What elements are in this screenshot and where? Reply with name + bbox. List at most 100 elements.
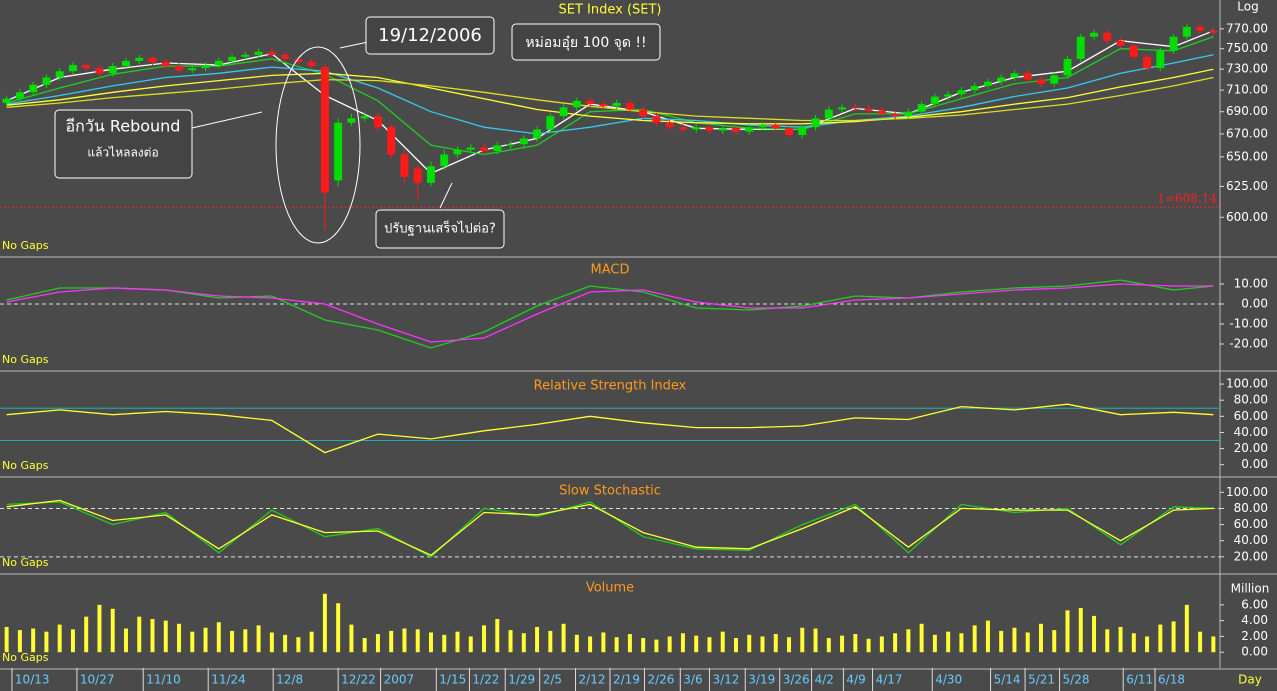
volume-bar xyxy=(813,628,818,653)
volume-bar xyxy=(203,627,208,653)
volume-bar xyxy=(680,633,685,653)
y-tick-label: 650.00 xyxy=(1226,149,1268,163)
volume-bar xyxy=(999,630,1004,653)
y-tick-label: 670.00 xyxy=(1226,126,1268,140)
volume-bar xyxy=(375,634,380,653)
y-tick-label: 6.00 xyxy=(1241,597,1268,611)
annotation-box xyxy=(375,209,505,249)
volume-bar xyxy=(733,638,738,653)
volume-bar xyxy=(707,637,712,653)
volume-bar xyxy=(31,628,36,653)
volume-bar xyxy=(1012,627,1017,653)
y-tick-label: 80.00 xyxy=(1234,501,1268,515)
annotation-box xyxy=(511,23,661,61)
volume-bar xyxy=(97,604,102,653)
candle-body xyxy=(519,138,528,145)
volume-bar xyxy=(230,630,235,653)
volume-bar xyxy=(349,624,354,653)
x-tick-label: 5/28 xyxy=(1063,673,1090,687)
candle-body xyxy=(692,127,701,130)
volume-bar xyxy=(521,633,526,653)
y-tick-label: 770.00 xyxy=(1226,21,1268,35)
volume-bar xyxy=(800,627,805,653)
volume-bar xyxy=(1198,631,1203,653)
volume-bar xyxy=(853,634,858,653)
volume-bar xyxy=(150,619,155,653)
volume-bar xyxy=(442,634,447,653)
panel-title: Volume xyxy=(586,581,634,596)
y-tick-label: 100.00 xyxy=(1226,377,1268,391)
candle-body xyxy=(639,109,648,117)
annotation: 19/12/2006 xyxy=(378,25,482,46)
volume-bar xyxy=(694,635,699,653)
annotation-box xyxy=(365,16,495,55)
candle-body xyxy=(1156,50,1165,69)
candle-body xyxy=(877,110,886,114)
candle-body xyxy=(811,118,820,128)
candle-body xyxy=(506,144,515,146)
candle-body xyxy=(625,103,634,110)
panel-note: No Gaps xyxy=(2,353,49,366)
y-tick-label: 730.00 xyxy=(1226,62,1268,76)
candle-body xyxy=(785,128,793,136)
x-tick-label: 5/21 xyxy=(1028,673,1055,687)
candle-body xyxy=(161,61,170,67)
y-tick-label: 750.00 xyxy=(1226,41,1268,55)
volume-bar xyxy=(415,629,420,653)
volume-bar xyxy=(893,633,898,653)
candle-body xyxy=(334,122,343,181)
volume-bar xyxy=(4,626,9,653)
candle-body xyxy=(493,145,502,152)
volume-bar xyxy=(1211,636,1216,653)
volume-bar xyxy=(216,622,221,653)
volume-bar xyxy=(946,631,951,653)
candle-body xyxy=(1063,58,1072,76)
volume-bar xyxy=(110,608,115,653)
candle-body xyxy=(254,51,263,55)
candle-body xyxy=(533,129,542,139)
x-tick-label: 11/10 xyxy=(146,673,181,687)
volume-bar xyxy=(283,634,288,653)
candle-body xyxy=(29,84,38,93)
volume-bar xyxy=(627,634,632,653)
volume-bar xyxy=(508,630,513,653)
candle-body xyxy=(122,60,130,67)
candle-body xyxy=(665,122,674,128)
series-line xyxy=(6,54,1214,135)
candle-body xyxy=(1037,79,1045,84)
volume-bar xyxy=(548,630,553,653)
volume-bar xyxy=(1052,630,1057,653)
volume-bar xyxy=(1065,610,1070,653)
y-tick-label: 10.00 xyxy=(1234,277,1268,291)
candle-body xyxy=(758,124,767,128)
x-tick-label: 3/12 xyxy=(712,673,739,687)
candle-body xyxy=(267,51,276,55)
y-tick-label: 4.00 xyxy=(1241,613,1268,627)
candle-body xyxy=(148,57,157,62)
candle-body xyxy=(546,116,555,130)
volume-bar xyxy=(1078,608,1083,653)
x-tick-label: 2/26 xyxy=(647,673,674,687)
candle-body xyxy=(453,149,462,155)
candle-body xyxy=(983,81,992,86)
candle-body xyxy=(1050,75,1059,84)
volume-bar xyxy=(1158,624,1163,653)
volume-bar xyxy=(641,638,646,653)
volume-bar xyxy=(1025,632,1030,653)
candle-body xyxy=(42,77,51,85)
x-tick-label: 11/24 xyxy=(211,673,246,687)
volume-bar xyxy=(389,630,394,653)
panel-title: SET Index (SET) xyxy=(558,3,661,18)
series-line xyxy=(6,279,1214,349)
volume-bar xyxy=(919,623,924,653)
x-tick-label: 6/18 xyxy=(1158,673,1185,687)
series-line xyxy=(6,499,1214,556)
candle-body xyxy=(360,116,369,119)
volume-bar xyxy=(787,637,792,653)
candle-body xyxy=(572,100,581,108)
volume-bar xyxy=(17,630,22,653)
volume-bar xyxy=(588,636,593,653)
volume-bar xyxy=(959,633,964,653)
panel-title: MACD xyxy=(591,263,630,278)
